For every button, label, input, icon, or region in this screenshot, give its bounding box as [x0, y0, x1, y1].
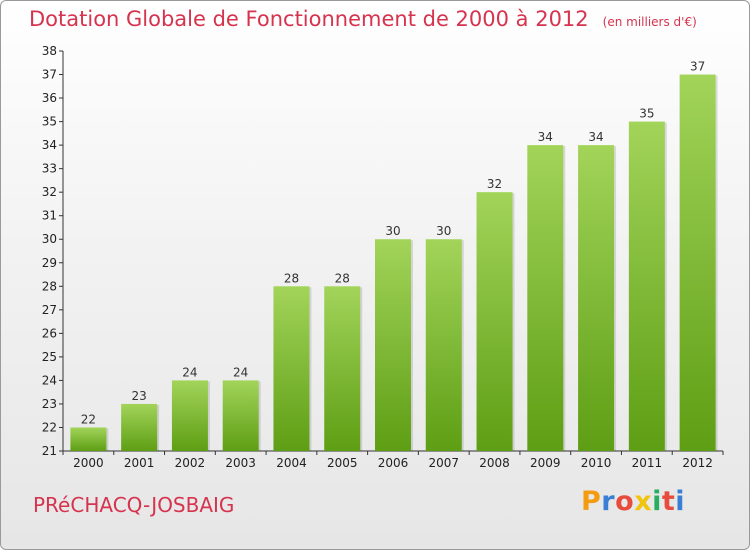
logo-letter: i	[652, 486, 662, 517]
y-tick-label: 34	[42, 138, 57, 152]
logo-letter: P	[581, 486, 602, 517]
x-tick-label-2002: 2002	[175, 456, 206, 470]
chart-subtitle: (en milliers d'€)	[602, 15, 697, 29]
y-tick-label: 23	[42, 397, 57, 411]
bar-2012	[679, 74, 716, 451]
x-tick-label-2012: 2012	[682, 456, 713, 470]
logo-letter: r	[601, 486, 616, 517]
x-tick-label-2000: 2000	[73, 456, 104, 470]
x-tick-label-2004: 2004	[276, 456, 307, 470]
logo-letter: o	[615, 486, 635, 517]
bar-2000	[70, 427, 107, 451]
y-tick-label: 37	[42, 68, 57, 82]
bar-2010	[578, 145, 615, 451]
value-label-2008: 32	[487, 177, 502, 191]
x-tick-label-2011: 2011	[632, 456, 663, 470]
value-label-2007: 30	[436, 224, 451, 238]
x-tick-label-2007: 2007	[428, 456, 459, 470]
title-row: Dotation Globale de Fonctionnement de 20…	[29, 7, 697, 31]
y-tick-label: 33	[42, 162, 57, 176]
bar-2007	[425, 239, 462, 451]
axes: 21 22 23 24 25 26 27 28 29 30 31 32 33 34 35 36 37 38	[42, 44, 724, 458]
y-tick-label: 24	[42, 373, 57, 387]
logo-letter: i	[675, 486, 686, 517]
y-tick-label: 31	[42, 209, 57, 223]
y-tick-label: 36	[42, 91, 57, 105]
value-label-2001: 23	[132, 389, 147, 403]
chart-title: Dotation Globale de Fonctionnement de 20…	[29, 7, 589, 31]
y-tick-label: 38	[42, 44, 57, 58]
y-tick-label: 29	[42, 256, 57, 270]
commune-name: PRéCHACQ-JOSBAIG	[33, 493, 235, 517]
bar-2005	[324, 286, 361, 451]
x-tick-label-2006: 2006	[378, 456, 409, 470]
value-label-2002: 24	[182, 365, 197, 379]
bar-2001	[121, 403, 158, 451]
value-label-2012: 37	[690, 60, 705, 74]
y-tick-label: 27	[42, 303, 57, 317]
y-tick-label: 30	[42, 232, 57, 246]
y-tick-label: 22	[42, 420, 57, 434]
value-label-2011: 35	[639, 107, 654, 121]
y-tick-label: 25	[42, 350, 57, 364]
proxiti-logo: Proxiti	[581, 486, 685, 517]
value-label-2000: 22	[81, 412, 96, 426]
bar-2004	[273, 286, 310, 451]
bar-2006	[375, 239, 411, 451]
y-tick-label: 35	[42, 115, 57, 129]
value-label-2006: 30	[385, 224, 400, 238]
x-tick-label-2003: 2003	[225, 456, 256, 470]
labels: 22 2000 23 2001 24 2002 24 2003 28 2004 28 2005 30 20…	[73, 60, 713, 470]
x-tick-label-2001: 2001	[124, 456, 155, 470]
value-label-2003: 24	[233, 365, 248, 379]
bar-2009	[527, 145, 564, 451]
y-tick-label: 21	[42, 444, 57, 458]
bars	[70, 74, 718, 452]
value-label-2004: 28	[284, 271, 299, 285]
y-tick-label: 26	[42, 326, 57, 340]
x-tick-label-2008: 2008	[479, 456, 510, 470]
value-label-2009: 34	[538, 130, 553, 144]
x-tick-label-2010: 2010	[581, 456, 612, 470]
bar-2003	[222, 380, 259, 451]
logo-letter: t	[661, 486, 676, 517]
x-tick-label-2009: 2009	[530, 456, 561, 470]
y-tick-label: 28	[42, 279, 57, 293]
bar-2002	[171, 380, 208, 451]
x-tick-label-2005: 2005	[327, 456, 358, 470]
y-tick-label: 32	[42, 185, 57, 199]
logo-letter: x	[634, 486, 653, 517]
bar-2011	[628, 121, 665, 452]
bar-2008	[476, 192, 513, 452]
value-label-2010: 34	[588, 130, 603, 144]
value-label-2005: 28	[335, 271, 350, 285]
